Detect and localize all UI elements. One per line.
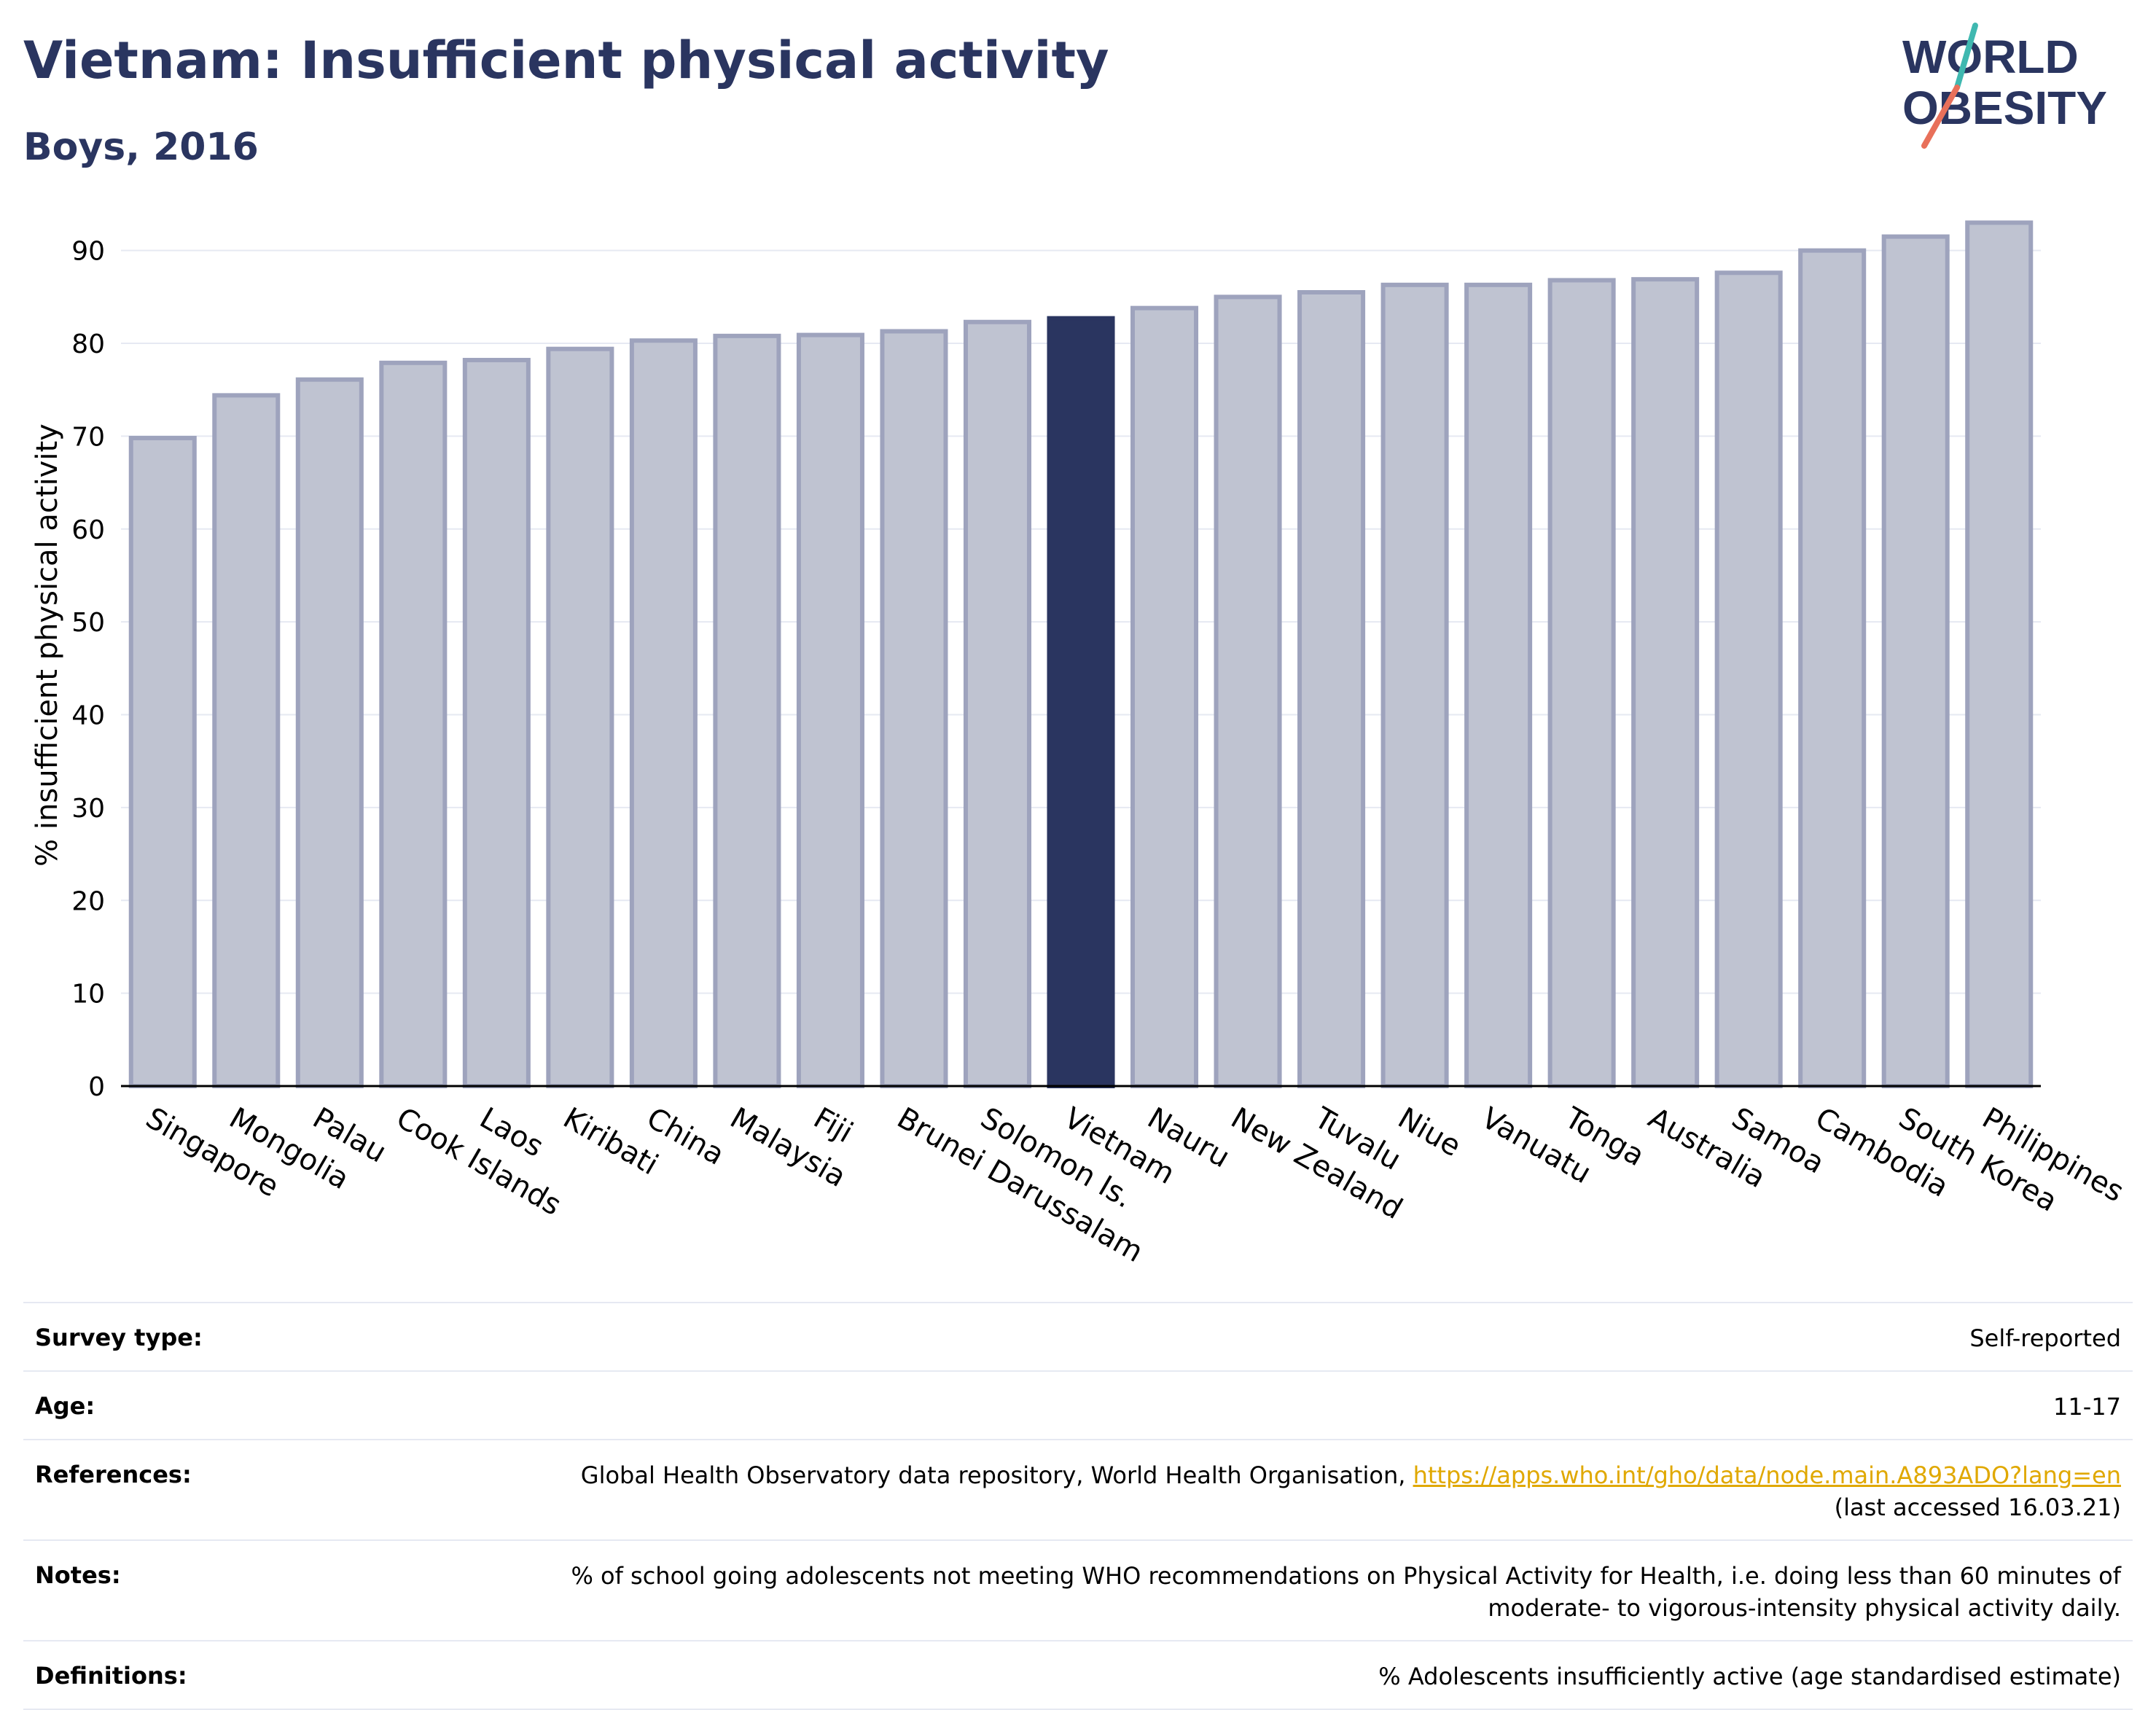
info-value: Self-reported [1969, 1324, 2121, 1352]
info-row-references: References: Global Health Observatory da… [23, 1439, 2133, 1539]
bar-brunei-darussalam [880, 329, 948, 1088]
reference-accessed: (last accessed 16.03.21) [1834, 1494, 2121, 1521]
bar-south-korea [1881, 234, 1950, 1088]
info-value: 11-17 [2053, 1393, 2121, 1421]
bar-tuvalu [1297, 290, 1366, 1088]
bar-fiji [796, 332, 864, 1088]
bar-malaysia [713, 333, 781, 1088]
info-row-age: Age: 11-17 [23, 1370, 2133, 1439]
info-value: % of school going adolescents not meetin… [571, 1562, 2121, 1622]
y-tick-label: 20 [71, 886, 105, 916]
reference-text: Global Health Observatory data repositor… [580, 1461, 1413, 1489]
bar-chart: 0 10 20 30 40 50 60 70 80 90 % insufficient physic… [31, 220, 2129, 1269]
y-tick-label: 80 [71, 329, 105, 359]
info-row-survey-type: Survey type: Self-reported [23, 1302, 2133, 1370]
x-tick-label: Fiji [808, 1101, 858, 1150]
bar-new-zealand [1214, 294, 1282, 1088]
reference-link[interactable]: https://apps.who.int/gho/data/node.main.… [1413, 1461, 2121, 1489]
bar-laos [462, 357, 531, 1088]
info-row-notes: Notes: % of school going adolescents not… [23, 1539, 2133, 1640]
bar-tonga [1547, 278, 1616, 1088]
info-label: References: [35, 1461, 192, 1488]
info-label: Age: [35, 1392, 95, 1420]
world-obesity-logo: WORLD OBESITY [1902, 23, 2107, 149]
y-tick-label: 90 [71, 237, 105, 267]
y-tick-label: 70 [71, 422, 105, 452]
info-value: % Adolescents insufficiently active (age… [1378, 1663, 2121, 1690]
bar-kiribati [546, 346, 614, 1088]
bar-solomon-is [963, 319, 1031, 1088]
x-tick-label: Niue [1392, 1101, 1466, 1163]
bar-niue [1380, 282, 1449, 1088]
y-tick-label: 10 [71, 980, 105, 1010]
info-row-definitions: Definitions: % Adolescents insufficientl… [23, 1640, 2133, 1710]
bar-singapore [128, 435, 197, 1088]
chart-title: Vietnam: Insufficient physical activity [23, 31, 1109, 90]
bar-palau [295, 377, 364, 1088]
bar-mongolia [212, 393, 281, 1088]
y-tick-label: 0 [88, 1072, 105, 1102]
bar-cambodia [1798, 248, 1867, 1088]
y-tick-label: 60 [71, 515, 105, 545]
bar-philippines [1965, 220, 2034, 1089]
bar-china [629, 338, 698, 1088]
bar-vietnam [1047, 316, 1115, 1088]
info-label: Notes: [35, 1561, 121, 1589]
y-axis-label: % insufficient physical activity [31, 423, 64, 867]
bar-australia [1631, 277, 1700, 1088]
logo-line1: WORLD [1902, 31, 2079, 83]
bar-cook-islands [379, 360, 448, 1088]
x-tick-label: Kiribati [558, 1101, 664, 1182]
bar-vanuatu [1464, 282, 1533, 1088]
info-label: Survey type: [35, 1324, 203, 1351]
y-tick-label: 40 [71, 701, 105, 731]
x-tick-label: Cook Islands [391, 1101, 567, 1222]
logo-slash-coral [1921, 85, 1960, 149]
info-value: Global Health Observatory data repositor… [581, 1459, 2121, 1523]
y-tick-label: 50 [71, 608, 105, 638]
info-table: Survey type: Self-reported Age: 11-17 Re… [23, 1302, 2133, 1710]
info-label: Definitions: [35, 1662, 187, 1690]
bar-nauru [1130, 305, 1199, 1089]
chart-subtitle: Boys, 2016 [23, 125, 259, 169]
logo-slash-teal [1954, 23, 1978, 90]
y-tick-label: 30 [71, 794, 105, 824]
bar-samoa [1714, 270, 1783, 1088]
